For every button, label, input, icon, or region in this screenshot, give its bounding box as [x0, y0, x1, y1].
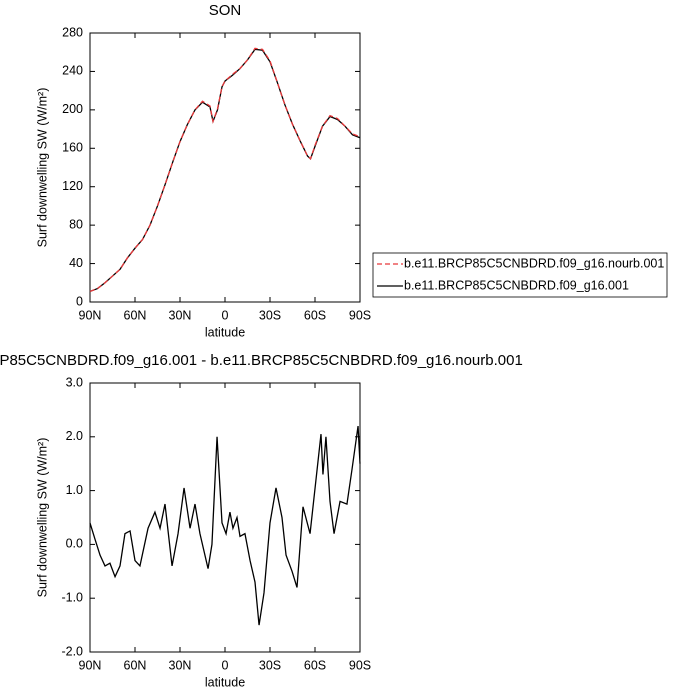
y-tick-label: 0: [76, 294, 83, 308]
y-tick-label: -1.0: [61, 590, 83, 604]
y-tick-label: 160: [62, 141, 83, 155]
x-tick-label: 90N: [79, 308, 102, 322]
legend-label: b.e11.BRCP85C5CNBDRD.f09_g16.nourb.001: [404, 256, 664, 270]
data-line: [89, 425, 361, 626]
y-axis-label: Surf downwelling SW (W/m²): [35, 438, 49, 598]
legend-box: [372, 252, 668, 298]
y-tick-label: 1.0: [66, 483, 83, 497]
x-tick-label: 30N: [169, 308, 192, 322]
series-line: [89, 48, 361, 293]
x-tick-label: 60S: [304, 308, 326, 322]
x-tick-label: 60N: [124, 308, 147, 322]
y-tick-label: 0.0: [66, 537, 83, 551]
x-tick-label: 90N: [79, 658, 102, 672]
chart-title: b.e11.BRCP85C5CNBDRD.f09_g16.001 - b.e11…: [0, 352, 523, 369]
x-axis-label: latitude: [205, 675, 245, 689]
y-tick-label: -2.0: [61, 644, 83, 658]
y-tick-label: 200: [62, 102, 83, 116]
plot-frame: [89, 382, 361, 653]
y-axis-label: Surf downwelling SW (W/m²): [35, 88, 49, 248]
x-tick-label: 30S: [259, 658, 281, 672]
x-tick-label: 0: [222, 658, 229, 672]
x-tick-label: 0: [222, 308, 229, 322]
x-tick-label: 30S: [259, 308, 281, 322]
x-tick-label: 60N: [124, 658, 147, 672]
x-axis-label: latitude: [205, 325, 245, 339]
x-tick-label: 90S: [349, 308, 371, 322]
x-tick-label: 60S: [304, 658, 326, 672]
plot-frame: [89, 32, 361, 303]
y-tick-label: 280: [62, 25, 83, 39]
y-tick-label: 80: [69, 217, 83, 231]
x-tick-label: 90S: [349, 658, 371, 672]
y-tick-label: 120: [62, 179, 83, 193]
legend-label: b.e11.BRCP85C5CNBDRD.f09_g16.001: [404, 278, 629, 292]
series-line: [89, 47, 361, 293]
y-tick-label: 40: [69, 256, 83, 270]
y-tick-label: 2.0: [66, 429, 83, 443]
y-tick-label: 3.0: [66, 375, 83, 389]
y-tick-label: 240: [62, 64, 83, 78]
x-tick-label: 30N: [169, 658, 192, 672]
chart-title: SON: [209, 2, 242, 19]
